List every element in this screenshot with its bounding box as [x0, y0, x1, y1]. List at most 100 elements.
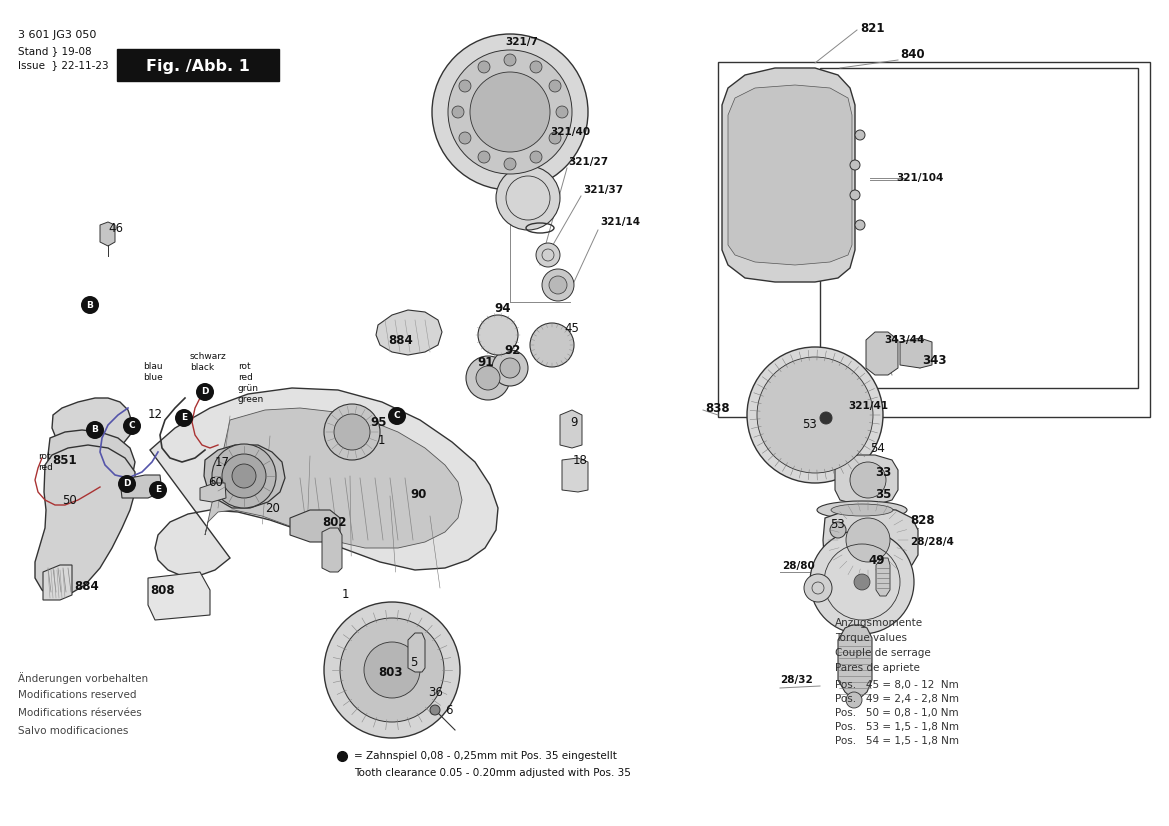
Circle shape [492, 350, 528, 386]
Text: 5: 5 [410, 656, 417, 668]
Text: 343/44: 343/44 [884, 335, 925, 345]
Circle shape [530, 151, 542, 163]
Text: Modifications reserved: Modifications reserved [18, 690, 137, 700]
Circle shape [855, 574, 870, 590]
Text: rot
red: rot red [238, 363, 253, 382]
Text: 12: 12 [148, 409, 162, 421]
Polygon shape [728, 85, 852, 265]
Text: 17: 17 [215, 455, 230, 468]
Text: Fig. /Abb. 1: Fig. /Abb. 1 [146, 59, 250, 74]
Circle shape [466, 356, 510, 400]
Text: 802: 802 [321, 515, 346, 529]
Text: 321/7: 321/7 [505, 37, 538, 47]
Circle shape [196, 383, 214, 401]
Text: 49: 49 [869, 553, 885, 567]
Circle shape [459, 132, 471, 144]
Text: Pos.   53 = 1,5 - 1,8 Nm: Pos. 53 = 1,5 - 1,8 Nm [835, 722, 959, 732]
Circle shape [175, 409, 193, 427]
Text: 3 601 JG3 050: 3 601 JG3 050 [18, 30, 96, 40]
Text: rot
red: rot red [39, 453, 53, 472]
Circle shape [212, 444, 276, 508]
Text: B: B [91, 425, 98, 434]
Text: D: D [123, 480, 131, 488]
Circle shape [478, 315, 518, 355]
Circle shape [846, 518, 890, 562]
Text: E: E [181, 414, 187, 423]
Circle shape [504, 54, 516, 66]
Text: 60: 60 [208, 476, 223, 488]
Text: 851: 851 [51, 453, 77, 467]
Circle shape [530, 323, 574, 367]
Polygon shape [48, 430, 134, 500]
Text: 803: 803 [378, 666, 402, 678]
FancyBboxPatch shape [117, 49, 279, 81]
Text: 321/40: 321/40 [549, 127, 590, 137]
Polygon shape [148, 572, 210, 620]
Text: schwarz
black: schwarz black [191, 353, 227, 372]
Polygon shape [43, 565, 72, 600]
Polygon shape [838, 625, 872, 698]
Polygon shape [866, 332, 898, 375]
Polygon shape [876, 558, 890, 596]
Polygon shape [35, 445, 134, 598]
Circle shape [850, 160, 860, 170]
Circle shape [476, 366, 500, 390]
Circle shape [542, 269, 574, 301]
Circle shape [850, 462, 886, 498]
Circle shape [846, 692, 862, 708]
Text: 90: 90 [410, 488, 427, 501]
Circle shape [814, 417, 830, 433]
Text: Pos.   45 = 8,0 - 12  Nm: Pos. 45 = 8,0 - 12 Nm [835, 680, 959, 690]
Text: 92: 92 [504, 344, 520, 357]
Text: 9: 9 [570, 415, 577, 429]
Text: Pos.   50 = 0,8 - 1,0 Nm: Pos. 50 = 0,8 - 1,0 Nm [835, 708, 959, 718]
Polygon shape [101, 222, 115, 246]
Circle shape [478, 151, 490, 163]
Ellipse shape [831, 504, 893, 516]
Polygon shape [376, 310, 442, 355]
Polygon shape [900, 338, 932, 368]
Polygon shape [722, 68, 855, 282]
Text: 20: 20 [265, 501, 279, 515]
Circle shape [500, 358, 520, 378]
Polygon shape [120, 475, 162, 498]
Polygon shape [560, 410, 582, 448]
Circle shape [478, 61, 490, 73]
Text: Anzugsmomente: Anzugsmomente [835, 618, 924, 628]
Text: 1: 1 [378, 434, 386, 447]
Circle shape [324, 404, 380, 460]
Text: 53: 53 [802, 419, 817, 431]
Circle shape [855, 220, 865, 230]
Polygon shape [51, 398, 132, 455]
Text: 884: 884 [74, 580, 98, 592]
Circle shape [433, 34, 588, 190]
Text: 321/14: 321/14 [600, 217, 641, 227]
Circle shape [530, 61, 542, 73]
Text: 28/80: 28/80 [782, 561, 815, 571]
Text: 321/37: 321/37 [583, 185, 623, 195]
Text: grün
green: grün green [238, 384, 264, 404]
Circle shape [222, 454, 267, 498]
Text: 884: 884 [388, 334, 413, 346]
Text: Pos.   54 = 1,5 - 1,8 Nm: Pos. 54 = 1,5 - 1,8 Nm [835, 736, 959, 746]
Text: = Zahnspiel 0,08 - 0,25mm mit Pos. 35 eingestellt: = Zahnspiel 0,08 - 0,25mm mit Pos. 35 ei… [354, 751, 617, 761]
Circle shape [388, 407, 406, 425]
Text: 838: 838 [705, 401, 729, 415]
Text: 36: 36 [428, 686, 443, 699]
Text: 91: 91 [477, 355, 493, 368]
Text: 321/104: 321/104 [895, 173, 943, 183]
Circle shape [118, 475, 136, 493]
Text: E: E [155, 486, 161, 495]
Circle shape [850, 190, 860, 200]
Circle shape [340, 618, 444, 722]
Circle shape [504, 158, 516, 170]
Text: 828: 828 [909, 514, 935, 526]
Polygon shape [562, 458, 588, 492]
Text: 808: 808 [150, 583, 174, 596]
Polygon shape [205, 445, 285, 508]
Text: C: C [394, 411, 400, 420]
Circle shape [364, 642, 420, 698]
Text: 18: 18 [573, 453, 588, 467]
Circle shape [549, 80, 561, 92]
Text: D: D [201, 387, 209, 396]
